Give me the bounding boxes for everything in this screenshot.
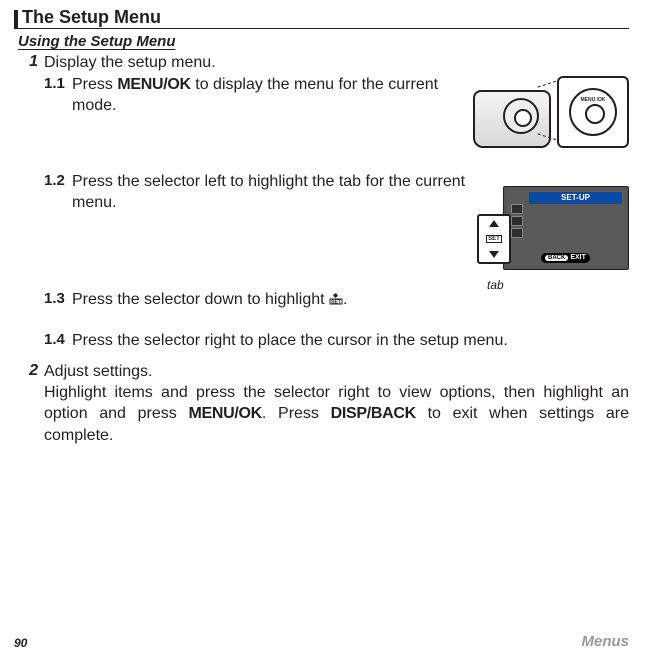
selector-ring-icon — [569, 88, 617, 136]
substep-number: 1.3 — [44, 290, 68, 311]
menu-ok-label: MENU/OK — [188, 405, 261, 422]
section-title-row: The Setup Menu — [14, 8, 629, 29]
arrow-down-icon — [489, 251, 499, 258]
exit-text: EXIT — [570, 254, 586, 261]
setup-banner: SET-UP — [529, 192, 622, 204]
menu-tab-icon — [511, 216, 523, 226]
substep-text: Press MENU/OK to display the menu for th… — [72, 75, 477, 117]
camera-dial-icon — [503, 98, 539, 134]
text-fragment: Press the selector down to highlight — [72, 291, 329, 308]
substep-text: Press the selector left to highlight the… — [72, 172, 477, 214]
illustration-screen-tab: SET-UP BACKEXIT SET tab — [473, 186, 629, 292]
arrow-up-icon — [489, 220, 499, 227]
tab-callout: SET — [477, 214, 511, 264]
exit-indicator: BACKEXIT — [541, 253, 590, 263]
camera-screen: SET-UP BACKEXIT — [503, 186, 629, 270]
tab-caption: tab — [487, 278, 504, 292]
step-number: 1 — [26, 53, 38, 73]
section-title: The Setup Menu — [22, 8, 161, 28]
page-footer: 90 Menus — [14, 633, 629, 650]
substep-text: Press the selector right to place the cu… — [72, 331, 508, 352]
page-number: 90 — [14, 636, 27, 650]
step-heading: Adjust settings. — [44, 362, 153, 382]
text-fragment: . Press — [262, 405, 331, 422]
substep-1-4: 1.4 Press the selector right to place th… — [44, 331, 629, 352]
screen-content: SET-UP BACKEXIT — [507, 190, 625, 266]
step-2: 2 Adjust settings. — [26, 362, 629, 382]
menu-ok-small-label: MENU /OK — [579, 98, 607, 103]
menu-tab-icon — [511, 204, 523, 214]
menu-tab-column — [511, 204, 525, 240]
set-icon: SET — [329, 292, 343, 305]
svg-text:SET: SET — [331, 299, 341, 305]
step-2-body: Highlight items and press the selector r… — [44, 382, 629, 447]
footer-category: Menus — [581, 633, 629, 650]
substep-number: 1.4 — [44, 331, 68, 352]
illustration-camera-button: MENU /OK — [473, 76, 629, 150]
camera-icon — [473, 90, 551, 148]
substep-number: 1.1 — [44, 75, 68, 117]
title-accent-bar — [14, 10, 18, 28]
set-small-label: SET — [486, 235, 502, 243]
menu-tab-icon — [511, 228, 523, 238]
step-heading: Display the setup menu. — [44, 53, 216, 73]
substep-1-3: 1.3 Press the selector down to highlight… — [44, 290, 629, 311]
text-fragment: Press — [72, 76, 117, 93]
back-pill: BACK — [545, 255, 568, 261]
text-fragment: . — [343, 291, 347, 308]
section-subtitle: Using the Setup Menu — [18, 33, 629, 50]
step-1: 1 Display the setup menu. — [26, 53, 629, 73]
disp-back-label: DISP/BACK — [331, 405, 416, 422]
tab-callout-inner: SET — [483, 220, 505, 258]
step-number: 2 — [26, 362, 38, 382]
menu-ok-label: MENU/OK — [117, 76, 190, 93]
substep-text: Press the selector down to highlight SET… — [72, 290, 347, 311]
substep-number: 1.2 — [44, 172, 68, 214]
button-detail-frame: MENU /OK — [557, 76, 629, 148]
